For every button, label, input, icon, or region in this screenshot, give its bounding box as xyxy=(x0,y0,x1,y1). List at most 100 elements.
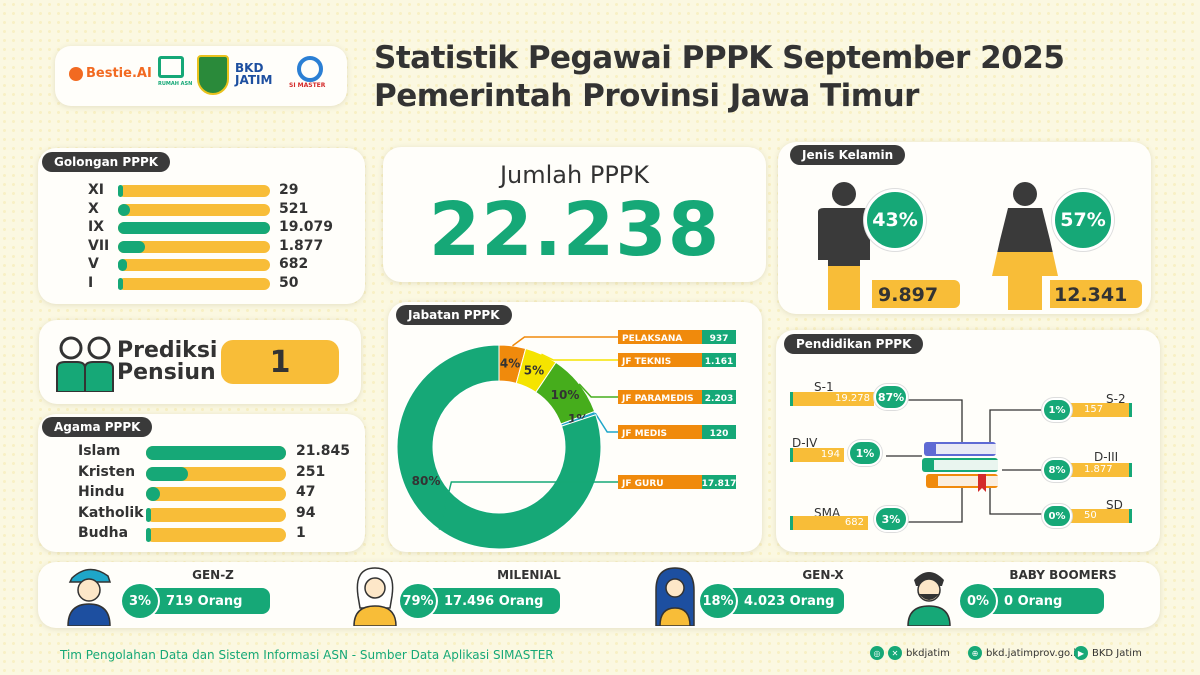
donut-legend-name: JF TEKNIS xyxy=(621,357,671,367)
golongan-bar-fill xyxy=(118,277,123,290)
female-pct-badge: 57% xyxy=(1052,189,1114,251)
golongan-bar-fill xyxy=(118,222,270,234)
donut-leader-line xyxy=(438,481,618,530)
golongan-bar xyxy=(118,203,270,216)
donut-legend-value: 937 xyxy=(710,334,729,344)
agama-value: 21.845 xyxy=(296,443,351,459)
generation-card: GEN-Z 719 Orang 3% MILENIAL 17.496 Orang 79% G… xyxy=(38,562,1160,628)
golongan-bar-fill xyxy=(118,185,123,197)
bkd-logo: BKD JATIM xyxy=(235,61,273,87)
golongan-label: V xyxy=(88,256,99,272)
agama-bar xyxy=(146,487,286,501)
pendidikan-count-box: 157 xyxy=(1070,403,1132,417)
donut-leader-line xyxy=(512,336,618,347)
pendidikan-level-label: D-IV xyxy=(792,436,818,450)
agama-label: Budha xyxy=(78,525,129,541)
male-count: 9.897 xyxy=(878,284,939,306)
footer-credit: Tim Pengolahan Data dan Sistem Informasi… xyxy=(60,648,554,662)
golongan-label: X xyxy=(88,200,99,217)
donut-legend-item: JF TEKNIS 1.161 xyxy=(618,353,736,367)
donut-legend-item: PELAKSANA 937 xyxy=(618,330,736,344)
social-youtube[interactable]: ▶ BKD Jatim xyxy=(1074,646,1142,660)
female-count: 12.341 xyxy=(1054,284,1128,306)
generation-pct-badge: 0% xyxy=(958,582,998,620)
milenial-avatar-icon xyxy=(353,567,397,626)
pendidikan-pct-badge: 1% xyxy=(848,440,882,466)
social-instagram-x[interactable]: ◎ ✕ bkdjatim xyxy=(870,646,950,660)
generation-pct-badge: 79% xyxy=(398,582,438,620)
pendidikan-tag: Pendidikan PPPK xyxy=(784,334,924,354)
donut-legend-value: 120 xyxy=(710,429,729,439)
pendidikan-level-label: D-III xyxy=(1094,450,1119,464)
pendidikan-count-box: 19.278 xyxy=(790,392,874,406)
website-url: bkd.jatimprov.go.id xyxy=(986,647,1083,659)
agama-value: 251 xyxy=(296,463,326,480)
pendidikan-count-box: 1.877 xyxy=(1070,463,1132,477)
agama-bar xyxy=(146,466,286,481)
agama-bar-fill xyxy=(146,487,160,501)
social-website[interactable]: ⊕ bkd.jatimprov.go.id xyxy=(968,646,1082,660)
golongan-value: 682 xyxy=(279,256,309,272)
agama-value: 47 xyxy=(296,484,316,500)
female-pct: 57% xyxy=(1060,209,1106,231)
golongan-bar xyxy=(118,222,270,234)
donut-legend-item: JF GURU 17.817 xyxy=(618,475,736,489)
male-count-box xyxy=(872,280,960,308)
logo-bar: Bestie.AI RUMAH ASN BKD JATIM SI MASTER xyxy=(55,46,347,106)
donut-legend-name: PELAKSANA xyxy=(622,334,682,344)
retirees-icon xyxy=(56,336,114,392)
pendidikan-count-box: 50 xyxy=(1070,509,1132,523)
donut-legend-item: JF MEDIS 120 xyxy=(618,425,736,439)
golongan-label: I xyxy=(88,274,94,291)
pendidikan-count-box: 194 xyxy=(790,448,844,462)
female-figure-icon xyxy=(992,182,1058,310)
pendidikan-connectors xyxy=(886,399,1046,523)
generation-count-pill: 719 Orang xyxy=(150,588,270,614)
gen-z-avatar-icon xyxy=(67,568,112,626)
instagram-icon: ◎ xyxy=(870,646,884,660)
donut-leader-line xyxy=(594,412,618,433)
golongan-bar-fill xyxy=(118,203,131,216)
golongan-bar xyxy=(118,259,270,271)
x-icon: ✕ xyxy=(888,646,902,660)
pensiun-label-1: Prediksi xyxy=(117,338,218,363)
jabatan-card: Jabatan PPPK 4% PELAKSANA 937 5% JF TEKNIS 1.… xyxy=(388,302,762,552)
pensiun-label-2: Pensiun xyxy=(117,360,216,385)
gen-x-avatar-icon xyxy=(655,567,695,626)
agama-label: Katholik xyxy=(78,504,144,521)
donut-legend-name: JF GURU xyxy=(621,479,664,489)
golongan-bar xyxy=(118,185,270,197)
pendidikan-pct-badge: 87% xyxy=(874,384,908,410)
male-figure-icon xyxy=(818,182,870,310)
agama-bar xyxy=(146,507,286,522)
golongan-value: 29 xyxy=(279,182,299,198)
male-pct-badge: 43% xyxy=(864,189,926,251)
golongan-label: IX xyxy=(88,219,105,235)
agama-value: 94 xyxy=(296,504,316,521)
agama-bar xyxy=(146,528,286,542)
jabatan-tag: Jabatan PPPK xyxy=(396,305,512,325)
generation-name: GEN-X xyxy=(802,568,844,582)
pendidikan-count-box: 682 xyxy=(790,516,868,530)
golongan-value: 1.877 xyxy=(279,237,324,254)
donut-legend-value: 17.817 xyxy=(702,479,737,489)
agama-bar xyxy=(146,446,286,460)
donut-leader-line xyxy=(578,383,618,398)
pendidikan-pct-badge: 8% xyxy=(1042,458,1072,482)
agama-card: Agama PPPK Islam 21.845 Kristen 251 Hindu 47 K… xyxy=(38,414,365,552)
social-handle: bkdjatim xyxy=(906,647,950,659)
agama-value: 1 xyxy=(296,525,306,541)
youtube-icon: ▶ xyxy=(1074,646,1088,660)
jumlah-value: 22.238 xyxy=(428,187,721,273)
golongan-value: 19.079 xyxy=(279,219,334,235)
gender-card: Jenis Kelamin 9.897 43% 12.341 57% xyxy=(778,142,1151,314)
donut-pct-label: 5% xyxy=(524,364,544,378)
pendidikan-pct-badge: 0% xyxy=(1042,504,1072,528)
generation-name: BABY BOOMERS xyxy=(1009,568,1117,582)
donut-pct-label: 10% xyxy=(551,388,580,402)
golongan-label: VII xyxy=(88,237,110,254)
agama-bar-fill xyxy=(146,507,151,522)
jumlah-label: Jumlah PPPK xyxy=(499,161,650,189)
simaster-logo: SI MASTER xyxy=(289,56,333,98)
pensiun-value-box: 1 xyxy=(221,340,339,384)
